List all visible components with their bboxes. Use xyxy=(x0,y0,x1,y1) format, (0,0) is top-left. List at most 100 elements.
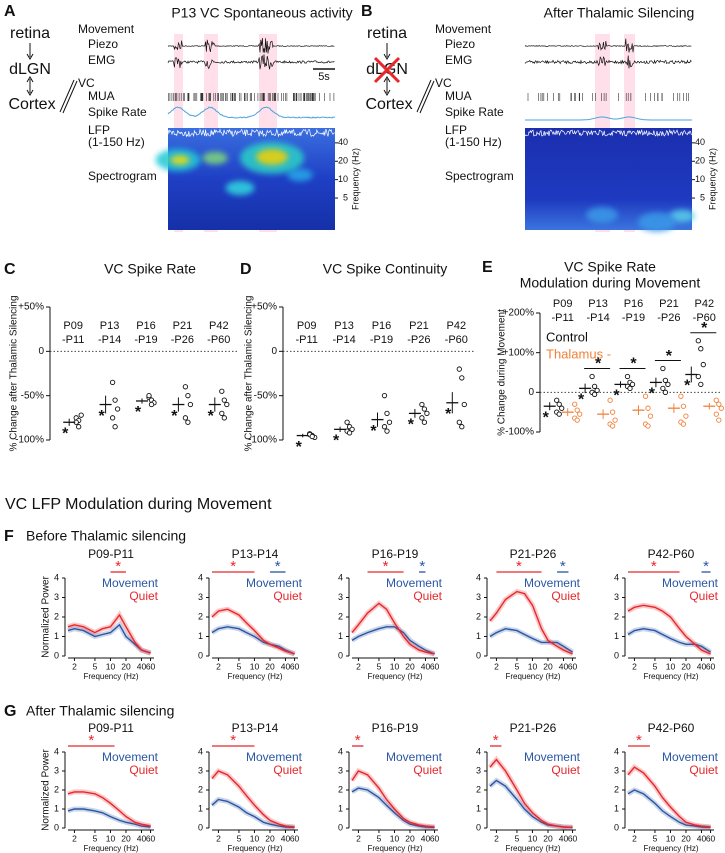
data-point xyxy=(559,405,565,411)
electrode xyxy=(62,80,78,114)
data-point xyxy=(421,419,428,425)
category-label: -P14 xyxy=(586,312,609,324)
panel-title: P13 VC Spontaneous activity xyxy=(171,5,352,21)
data-point xyxy=(344,419,350,425)
data-point xyxy=(112,397,118,403)
row-label: Spike Rate xyxy=(445,105,504,119)
x-tick-label: 2 xyxy=(494,661,499,671)
significance-star: * xyxy=(230,732,236,749)
category-label: -P11 xyxy=(62,334,84,346)
data-point xyxy=(381,424,388,430)
row-label: Spike Rate xyxy=(88,105,147,119)
data-point xyxy=(459,424,465,430)
x-tick-label: 2 xyxy=(632,661,637,671)
x-tick-label: 60 xyxy=(430,661,440,671)
data-point xyxy=(419,415,425,421)
trace xyxy=(524,55,692,69)
y-tick-label: 4 xyxy=(54,746,59,756)
x-tick-label: 20 xyxy=(405,661,415,671)
x-tick-label: 5 xyxy=(93,833,98,843)
data-point xyxy=(556,411,562,417)
legend-label: Movement xyxy=(662,576,719,590)
data-point xyxy=(309,433,315,440)
x-tick-label: 10 xyxy=(666,661,676,671)
x-tick-label: 60 xyxy=(290,833,300,843)
legend-label: Movement xyxy=(102,750,159,764)
y-tick-label: 4 xyxy=(614,572,619,582)
data-point xyxy=(594,387,600,393)
y-axis-label: Normalized Power xyxy=(41,575,52,657)
series-line xyxy=(67,613,151,654)
data-point xyxy=(182,384,189,390)
mua-ticks xyxy=(527,93,689,101)
significance-star: * xyxy=(355,732,361,749)
x-tick-label: 20 xyxy=(405,833,415,843)
spectrogram-patch xyxy=(225,180,255,196)
data-point xyxy=(459,375,465,381)
data-point xyxy=(574,407,580,413)
row-title: Before Thalamic silencing xyxy=(26,528,186,544)
y-tick-label: 0 xyxy=(54,822,59,832)
legend-label: Movement xyxy=(524,750,581,764)
chart-title: P13-P14 xyxy=(232,721,279,735)
category-label: P42 xyxy=(209,320,229,332)
x-axis-label: Frequency (Hz) xyxy=(227,844,282,853)
category-label: -P11 xyxy=(295,334,317,346)
electrode xyxy=(416,79,432,113)
row-label: Movement xyxy=(78,22,135,36)
x-axis-label: Frequency (Hz) xyxy=(505,672,560,681)
section-title: VC LFP Modulation during Movement xyxy=(5,496,272,513)
significance-star: * xyxy=(560,558,566,575)
significance-star: * xyxy=(62,425,69,442)
x-axis-label: Frequency (Hz) xyxy=(367,672,422,681)
category-label: -P19 xyxy=(622,312,645,324)
x-axis-label: Frequency (Hz) xyxy=(505,844,560,853)
category-label: P16 xyxy=(372,320,392,332)
x-tick-label: 10 xyxy=(528,833,538,843)
legend-label: Movement xyxy=(386,750,443,764)
data-point xyxy=(695,373,701,380)
series-line xyxy=(489,779,573,829)
y-tick-label: -100% xyxy=(248,435,277,446)
chart-title: P42-P60 xyxy=(648,721,695,735)
data-point xyxy=(456,419,462,425)
legend-label: Quiet xyxy=(551,589,580,603)
data-point xyxy=(662,389,669,395)
data-point xyxy=(665,381,671,388)
data-point xyxy=(660,365,666,372)
x-tick-label: 40 xyxy=(421,833,431,843)
data-point xyxy=(421,406,428,412)
significance-star: * xyxy=(595,356,602,373)
legend-label: Movement xyxy=(662,750,719,764)
significance-star: * xyxy=(88,732,94,749)
data-point xyxy=(114,406,121,412)
significance-star: * xyxy=(636,732,642,749)
circuit-node: retina xyxy=(367,25,407,42)
y-tick-label: 2 xyxy=(476,784,481,794)
y-tick-label: 1 xyxy=(338,631,343,641)
data-point xyxy=(716,401,722,407)
y-tick-label: 1 xyxy=(338,803,343,813)
scale-bar-label: 5s xyxy=(318,71,330,83)
y-tick-label: 2 xyxy=(614,611,619,621)
category-label: -P60 xyxy=(445,334,468,346)
x-tick-label: 5 xyxy=(237,833,242,843)
series-line xyxy=(627,627,711,653)
y-tick-label: -50% xyxy=(254,390,277,401)
data-point xyxy=(591,391,598,397)
row-label: (1-150 Hz) xyxy=(88,135,145,149)
y-tick-label: 1 xyxy=(614,803,619,813)
y-tick-label: 0 xyxy=(476,822,481,832)
data-point xyxy=(609,409,616,415)
category-label: P21 xyxy=(659,298,679,310)
y-tick-label: 2 xyxy=(198,784,203,794)
x-tick-label: 10 xyxy=(666,833,676,843)
x-axis-label: Frequency (Hz) xyxy=(643,672,698,681)
series-line xyxy=(627,766,711,828)
chart-title: P09-P11 xyxy=(88,721,134,735)
row-label: Movement xyxy=(435,22,492,36)
x-tick-label: 60 xyxy=(568,833,578,843)
series-band xyxy=(349,767,435,830)
category-label: P09 xyxy=(553,298,573,310)
data-point xyxy=(647,413,654,419)
